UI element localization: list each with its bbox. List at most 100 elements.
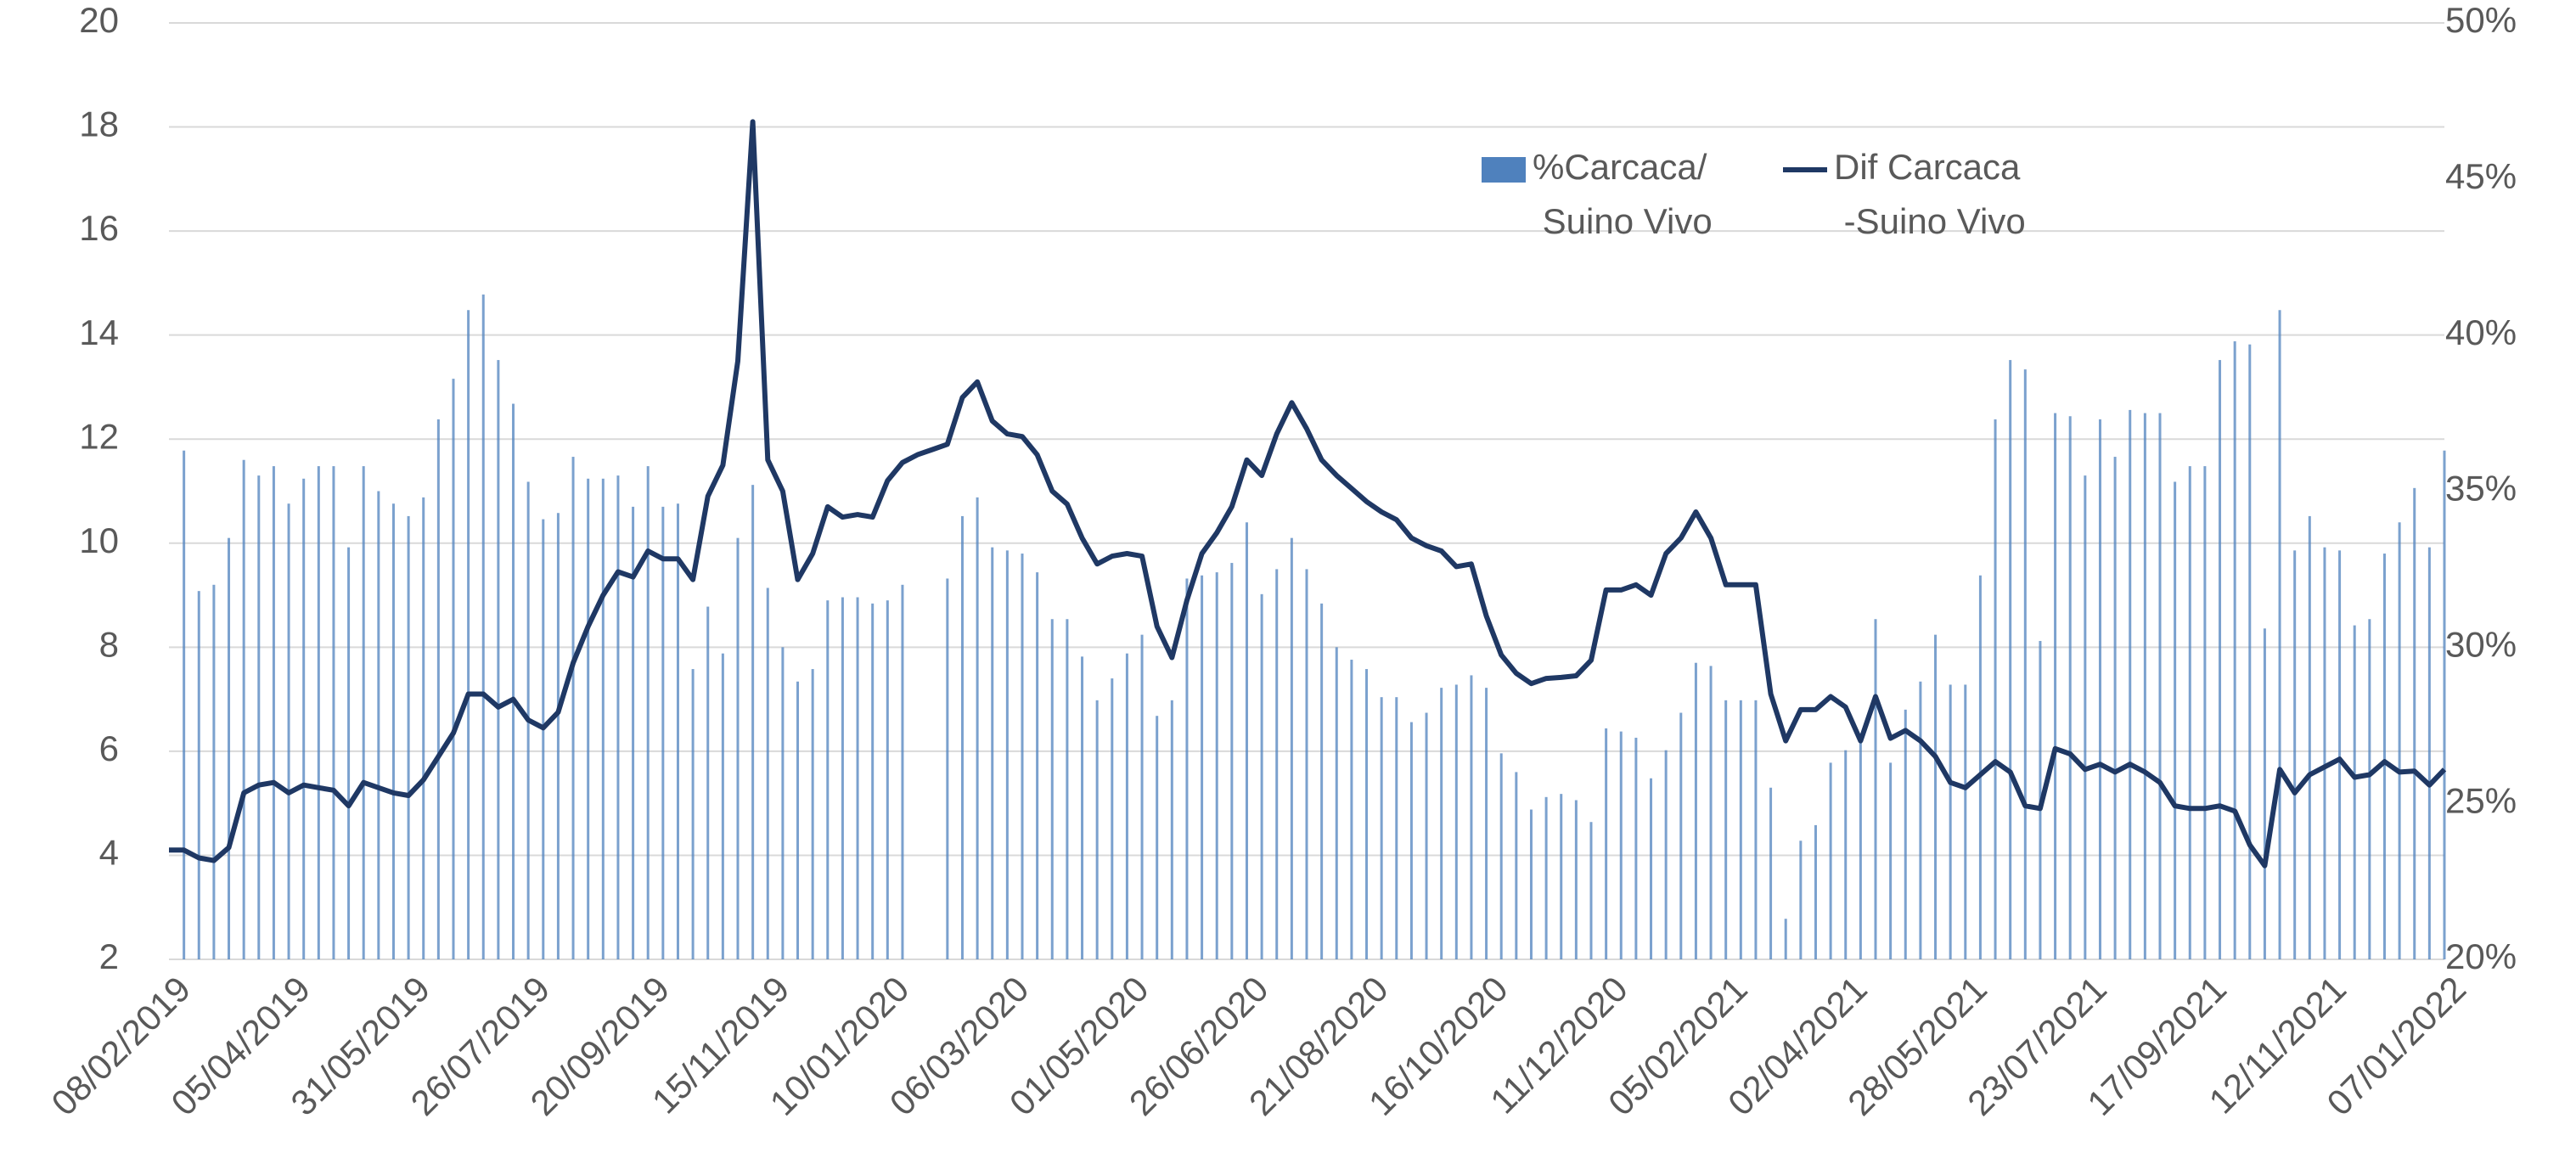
bar <box>242 459 245 959</box>
bar <box>1978 575 1982 959</box>
bar <box>467 310 470 960</box>
bar <box>317 466 320 959</box>
bar <box>811 669 814 959</box>
bar <box>676 503 679 959</box>
y-tick-label: 14 <box>79 312 119 352</box>
bar <box>1470 675 1473 959</box>
bar <box>2188 466 2191 959</box>
bar <box>512 403 515 959</box>
bar <box>1619 731 1623 959</box>
bar <box>2278 310 2281 960</box>
bar <box>1499 753 1503 959</box>
bar <box>2263 628 2266 959</box>
bar <box>1679 712 1683 959</box>
bar <box>1574 800 1578 959</box>
bar <box>901 584 904 959</box>
bar <box>1066 619 1069 959</box>
bar <box>2382 554 2386 959</box>
bar <box>1156 716 1159 959</box>
y-tick-label: 16 <box>79 208 119 248</box>
bar <box>1814 824 1817 959</box>
bar <box>2293 550 2297 959</box>
bar <box>1859 740 1862 959</box>
bar <box>257 475 261 959</box>
bar <box>481 294 485 959</box>
bar <box>1230 563 1234 959</box>
y2-tick-label: 45% <box>2445 156 2517 196</box>
bar <box>1724 700 1728 959</box>
y2-tick-label: 50% <box>2445 0 2517 40</box>
bar <box>796 681 800 959</box>
y2-tick-label: 30% <box>2445 624 2517 664</box>
bar <box>1949 684 1952 959</box>
bar <box>1125 653 1128 959</box>
bar <box>1440 688 1443 959</box>
bar <box>991 547 994 959</box>
bar <box>1694 662 1697 959</box>
bar <box>1454 684 1458 959</box>
bar <box>601 478 605 959</box>
y2-tick-label: 40% <box>2445 312 2517 352</box>
y-tick-label: 10 <box>79 520 119 560</box>
y-tick-label: 20 <box>79 0 119 40</box>
bar <box>1634 737 1638 959</box>
bar <box>1650 778 1653 959</box>
bar <box>1111 678 1114 959</box>
y-tick-label: 4 <box>99 833 119 873</box>
bar <box>2323 547 2326 959</box>
bar <box>632 506 635 959</box>
bar <box>422 497 425 959</box>
bar <box>661 506 665 959</box>
bar <box>766 588 769 959</box>
bar <box>616 475 620 959</box>
bar <box>1095 700 1099 959</box>
bar <box>1021 554 1024 959</box>
bar <box>1305 569 1308 959</box>
bar <box>436 419 440 960</box>
bar <box>377 491 380 959</box>
bar <box>1350 660 1353 959</box>
bar <box>183 450 186 959</box>
bar <box>2023 369 2027 959</box>
bar <box>1185 578 1189 959</box>
bar <box>1544 796 1548 959</box>
bar <box>2413 487 2416 959</box>
bar <box>1005 550 1009 959</box>
bar <box>646 466 650 959</box>
bar <box>2174 481 2177 959</box>
bar <box>781 647 785 959</box>
bar <box>2098 419 2101 960</box>
bar <box>1335 647 1338 959</box>
bar <box>1215 572 1218 959</box>
bar <box>1425 712 1428 959</box>
y-tick-label: 2 <box>99 936 119 976</box>
bar <box>1889 762 1893 959</box>
bar <box>1844 750 1848 959</box>
bar <box>976 497 979 959</box>
bar <box>2338 550 2342 959</box>
legend-label: Dif Carcaca -Suino Vivo <box>1834 147 2026 241</box>
bar <box>1754 700 1758 959</box>
bar <box>1050 619 1054 959</box>
bar <box>826 600 830 959</box>
bar <box>497 360 500 960</box>
bar <box>2219 360 2222 960</box>
bar <box>2233 341 2236 959</box>
bar <box>691 669 695 959</box>
bar <box>2248 344 2252 959</box>
bar <box>1829 762 1832 959</box>
bar <box>302 478 306 959</box>
bar <box>1589 822 1593 959</box>
bar <box>272 466 275 959</box>
bar <box>2203 466 2207 959</box>
bar <box>1739 700 1742 959</box>
bar <box>1799 840 1803 959</box>
bar <box>571 457 575 959</box>
bar <box>452 379 455 959</box>
bar <box>1529 809 1533 959</box>
y2-tick-label: 35% <box>2445 469 2517 509</box>
bar <box>1170 700 1173 959</box>
bar <box>212 584 216 959</box>
bar <box>542 519 545 959</box>
